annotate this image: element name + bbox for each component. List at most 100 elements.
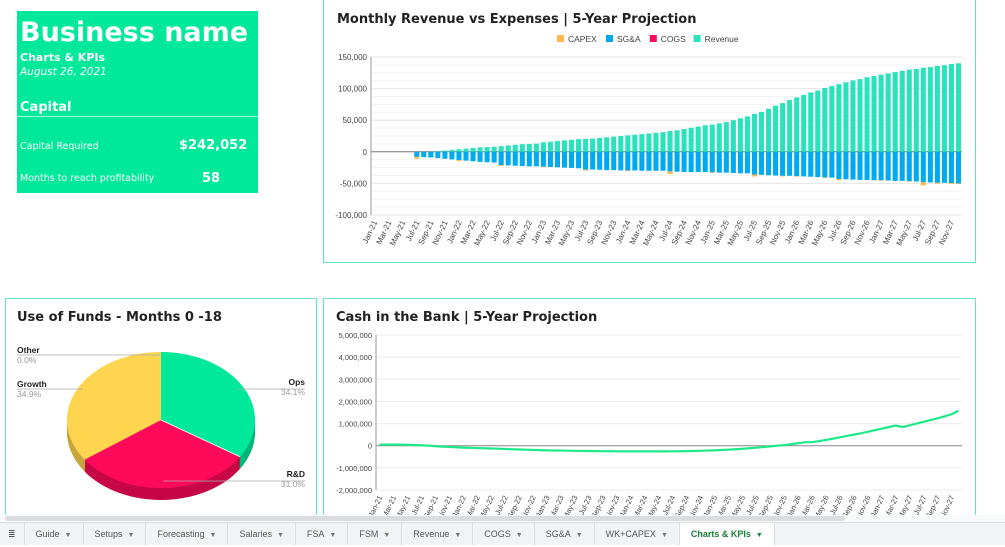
chevron-down-icon[interactable]: ▼ (515, 532, 523, 539)
sheet-tab[interactable]: Charts & KPIs ▼ (679, 523, 775, 545)
sheet-tab[interactable]: Salaries ▼ (228, 523, 296, 545)
all-sheets-icon: ≣ (8, 529, 16, 539)
tab-label: FSM (359, 529, 379, 539)
bar-revenue (927, 67, 933, 152)
bar-sga (934, 151, 940, 183)
bar-capex (934, 182, 940, 184)
bar-revenue (758, 111, 765, 152)
chart-title: Use of Funds - Months 0 -18 (17, 310, 222, 325)
bar-sga (428, 151, 434, 158)
bar-revenue (695, 126, 701, 152)
chevron-down-icon[interactable]: ▼ (383, 532, 391, 539)
y-tick-label: 4,000,000 (339, 353, 372, 362)
bar-revenue (878, 74, 884, 152)
chevron-down-icon[interactable]: ▼ (660, 532, 668, 539)
y-tick-label: 0 (363, 148, 368, 157)
slice-percent: 34.1% (281, 387, 306, 397)
bar-revenue (505, 145, 511, 152)
y-tick-label: -2,000,000 (336, 486, 372, 495)
legend-swatch (649, 35, 657, 42)
bar-revenue (709, 124, 715, 152)
bar-sga (611, 151, 617, 171)
y-tick-label: -50,000 (340, 179, 368, 188)
bar-sga (773, 151, 779, 176)
pie-slice-rd (84, 420, 241, 488)
bar-sga (653, 151, 659, 171)
all-sheets-button[interactable]: ≣ (0, 523, 25, 545)
horizontal-scrollbar[interactable] (0, 515, 1005, 522)
chevron-down-icon[interactable]: ▼ (276, 532, 284, 539)
divider (17, 116, 258, 117)
chevron-down-icon[interactable]: ▼ (329, 532, 337, 539)
bar-capex (456, 160, 462, 161)
chevron-down-icon[interactable]: ▼ (575, 532, 583, 539)
bar-revenue (554, 141, 560, 152)
bar-sga (674, 151, 680, 172)
bar-sga (794, 151, 800, 177)
chevron-down-icon[interactable]: ▼ (127, 532, 135, 539)
tab-label: COGS (484, 529, 511, 539)
bar-revenue (801, 94, 807, 152)
bar-sga (906, 151, 912, 182)
sheet-tab-bar: ≣ Guide ▼ Setups ▼ Forecasting ▼ Salaries ▼ FSA ▼… (0, 522, 1005, 545)
bar-revenue (660, 132, 666, 152)
tab-label: FSA (306, 529, 325, 539)
card-subtitle: Charts & KPIs (20, 51, 106, 64)
bar-sga (801, 151, 807, 177)
bar-sga (787, 151, 793, 176)
scrollbar-thumb[interactable] (5, 516, 845, 521)
sheet-tab[interactable]: WK+CAPEX ▼ (595, 523, 680, 545)
bar-revenue (583, 138, 589, 152)
legend-swatch (693, 35, 701, 42)
bar-capex (751, 174, 757, 177)
bar-sga (540, 151, 546, 167)
bar-sga (829, 151, 835, 178)
bar-revenue (456, 149, 462, 152)
bar-sga (498, 151, 504, 166)
bar-revenue (646, 133, 652, 152)
chevron-down-icon[interactable]: ▼ (209, 532, 217, 539)
sheet-tab[interactable]: SG&A ▼ (535, 523, 595, 545)
slice-percent: 0.0% (17, 355, 37, 365)
bar-sga (597, 151, 603, 170)
chart-title: Monthly Revenue vs Expenses | 5-Year Pro… (337, 12, 697, 27)
bar-sga (681, 151, 687, 173)
bar-revenue (519, 144, 525, 152)
bar-sga (730, 151, 736, 173)
sheet-tab[interactable]: Setups ▼ (84, 523, 147, 545)
bar-sga (604, 151, 610, 171)
bar-sga (716, 151, 722, 173)
chevron-down-icon[interactable]: ▼ (64, 532, 72, 539)
bar-capex (948, 183, 954, 185)
bar-sga (639, 151, 645, 171)
bar-revenue (702, 125, 708, 152)
bar-sga (871, 151, 877, 181)
bar-sga (442, 151, 448, 159)
bar-revenue (766, 108, 772, 152)
bar-sga (913, 151, 919, 182)
sheet-tab[interactable]: FSM ▼ (348, 523, 403, 545)
bar-revenue (477, 147, 483, 152)
bar-sga (646, 151, 652, 171)
bar-sga (667, 151, 673, 172)
sheet-tab[interactable]: COGS ▼ (473, 523, 535, 545)
sheet-tab[interactable]: FSA ▼ (296, 523, 349, 545)
sheet-tab[interactable]: Forecasting ▼ (146, 523, 229, 545)
bar-sga (590, 151, 596, 170)
bar-sga (491, 151, 497, 163)
sheet-tab[interactable]: Guide ▼ (25, 523, 84, 545)
tab-label: Revenue (413, 529, 450, 539)
cash-in-bank-chart[interactable]: Cash in the Bank | 5-Year Projection (323, 298, 976, 530)
bar-sga (723, 151, 729, 173)
chevron-down-icon[interactable]: ▼ (755, 532, 763, 539)
bar-sga (512, 151, 518, 166)
tab-label: Guide (35, 529, 60, 539)
bar-revenue (569, 139, 575, 152)
bar-sga (533, 151, 539, 167)
bar-revenue (843, 82, 849, 152)
bar-sga (766, 151, 772, 176)
bar-sga (920, 151, 926, 183)
chevron-down-icon[interactable]: ▼ (454, 532, 462, 539)
sheet-tab[interactable]: Revenue ▼ (402, 523, 474, 545)
bar-capex (794, 176, 800, 177)
